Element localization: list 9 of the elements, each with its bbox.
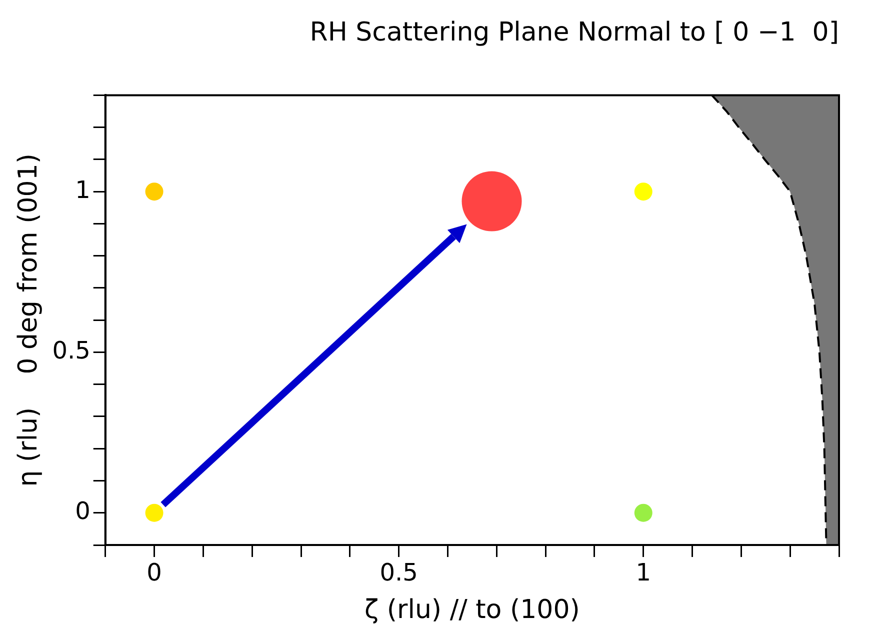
- chart-title: RH Scattering Plane Normal to [ 0 −1 0]: [310, 17, 839, 48]
- x-tick-label: 1: [636, 558, 652, 587]
- x-tick-label: 0.5: [380, 558, 418, 587]
- y-tick-label: 0.5: [52, 336, 90, 364]
- y-axis-title: η (rlu) 0 deg from (001): [13, 153, 44, 487]
- y-tick-label: 0: [75, 497, 90, 526]
- y-tick-label: 1: [75, 176, 90, 204]
- x-tick-label: 0: [146, 558, 162, 587]
- x-axis-title: ζ (rlu) // to (100): [364, 595, 580, 626]
